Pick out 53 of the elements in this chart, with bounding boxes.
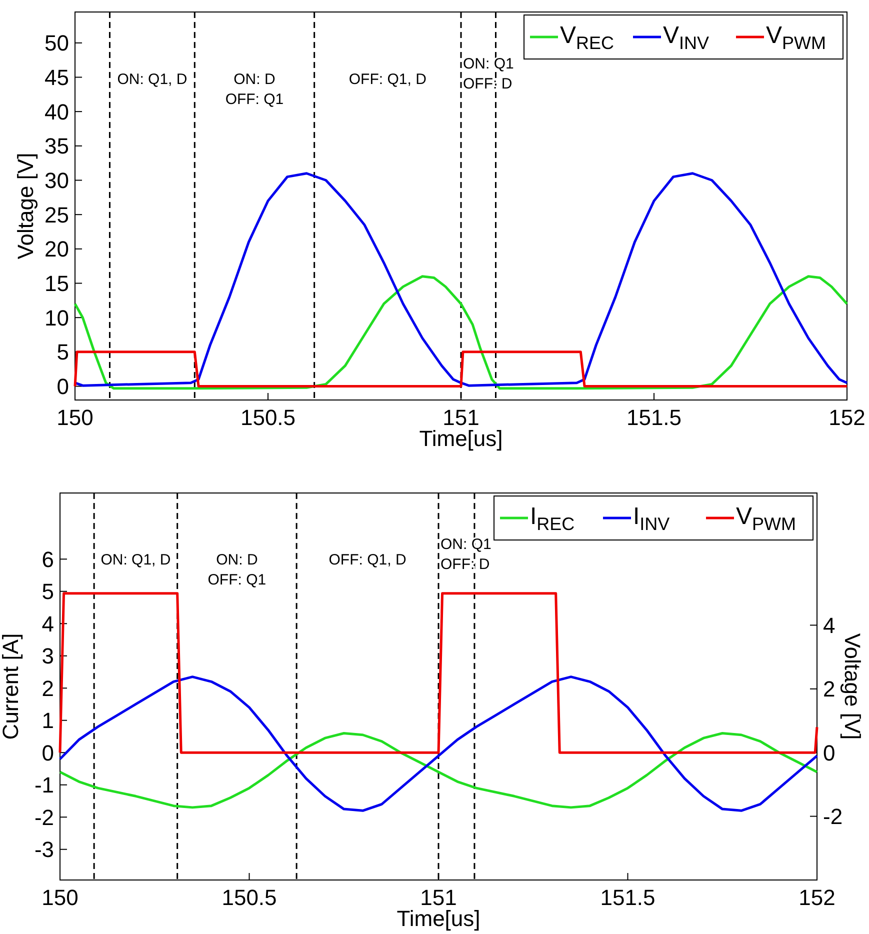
x-tick-label: 151.5 <box>626 405 682 430</box>
line-series <box>74 172 848 387</box>
annotation: ON: Q1, D <box>117 70 188 88</box>
y-tick-label: -2 <box>34 804 54 830</box>
y-tick-label: 25 <box>44 202 69 228</box>
x-tick-label: 150 <box>42 885 78 910</box>
y-tick-label: 15 <box>44 270 69 296</box>
y-tick-label: -3 <box>34 837 54 862</box>
legend-label: I$_{INV}$ <box>633 503 670 534</box>
x-tick-label: 152 <box>798 885 836 910</box>
y2-tick-label: 4 <box>823 612 836 638</box>
y-axis-title: Current [A] <box>0 633 23 740</box>
y-tick-label: 4 <box>42 611 54 636</box>
line-series <box>74 275 848 390</box>
y-tick-label: 30 <box>44 168 69 193</box>
y-tick-label: 3 <box>42 644 54 669</box>
y-tick-label: 50 <box>44 30 69 56</box>
line-series <box>58 676 818 812</box>
y-tick-label: 10 <box>44 305 69 330</box>
x-tick-label: 150.5 <box>222 885 277 910</box>
legend-label: V$_{REC}$ <box>560 22 614 54</box>
x-tick-label: 152 <box>828 405 866 430</box>
y2-tick-label: -2 <box>823 804 843 829</box>
annotation: ON: D OFF: Q1 <box>225 70 284 108</box>
y-tick-label: 0 <box>56 374 69 399</box>
y2-tick-label: 2 <box>823 676 836 702</box>
y-tick-label: 2 <box>42 676 54 701</box>
y-tick-label: 6 <box>42 546 54 572</box>
legend-label: V$_{PWM}$ <box>766 22 826 54</box>
annotation: OFF: Q1, D <box>348 70 427 88</box>
y-tick-label: 5 <box>42 579 54 604</box>
y-tick-label: 45 <box>44 64 69 90</box>
y-tick-label: 0 <box>42 740 54 766</box>
x-tick-label: 150.5 <box>240 405 296 430</box>
y-axis-title: Voltage [V] <box>13 152 38 260</box>
y-tick-label: 1 <box>42 708 54 734</box>
y2-tick-label: 0 <box>823 740 836 766</box>
annotation: ON: D OFF: Q1 <box>208 552 266 589</box>
y-tick-label: 5 <box>56 340 69 365</box>
y-tick-label: 20 <box>44 236 69 262</box>
x-tick-label: 150 <box>56 405 94 430</box>
legend-label: I$_{REC}$ <box>530 503 575 534</box>
y-tick-label: 40 <box>44 99 69 124</box>
y-tick-label: 35 <box>44 134 69 159</box>
legend-label: V$_{PWM}$ <box>736 503 796 534</box>
annotation: ON: Q1 OFF: D <box>440 536 492 574</box>
annotation: ON: Q1, D <box>100 552 171 569</box>
x-tick-label: 151.5 <box>600 885 656 910</box>
y2-axis-title: Voltage [V] <box>840 633 865 740</box>
y-tick-label: -1 <box>34 772 54 798</box>
legend-label: V$_{INV}$ <box>663 22 710 54</box>
annotation: OFF: Q1, D <box>328 552 406 569</box>
line-series <box>58 732 818 809</box>
